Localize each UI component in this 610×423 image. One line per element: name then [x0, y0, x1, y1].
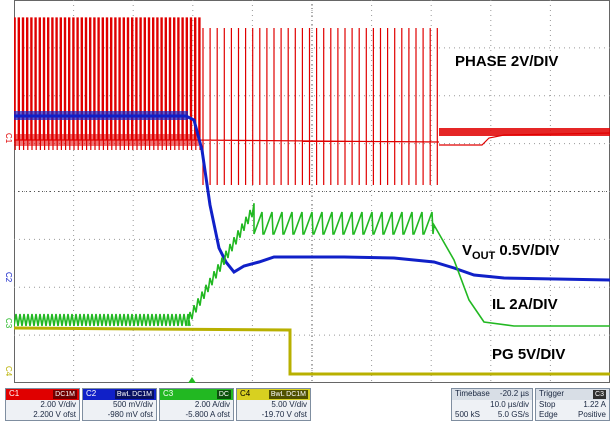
c2-vout-band — [14, 111, 188, 120]
trigger-label: Trigger — [539, 389, 565, 398]
c1-marker: C1 — [4, 133, 13, 144]
c2-vout-trace — [14, 114, 610, 282]
c4-vdiv: 5.00 V/div — [271, 400, 307, 409]
c3-vdiv: 2.00 A/div — [194, 400, 230, 409]
timebase-samples: 500 kS — [455, 410, 480, 419]
c1-tag: DC1M — [53, 390, 77, 399]
vout-label-rest: 0.5V/DIV — [495, 242, 560, 259]
channel-c3-box[interactable]: C3 DC 2.00 A/div -5.800 A ofst — [159, 388, 234, 421]
c4-pg-trace — [14, 326, 610, 376]
c3-name: C3 — [163, 389, 174, 398]
timebase-rate: 5.0 GS/s — [497, 410, 529, 419]
c2-name: C2 — [86, 389, 97, 398]
trigger-position-marker — [188, 377, 196, 383]
channel-c4-box[interactable]: C4 BwL DC1M 5.00 V/div -19.70 V ofst — [236, 388, 311, 421]
vout-label: VOUT 0.5V/DIV — [462, 242, 559, 262]
phase-label: PHASE 2V/DIV — [455, 53, 559, 70]
c1-name: C1 — [9, 389, 20, 398]
c3-marker: C3 — [4, 318, 13, 329]
timebase-delay: -20.2 µs — [499, 389, 529, 398]
c2-tag: BwL DC1M — [114, 390, 154, 399]
channel-c2-box[interactable]: C2 BwL DC1M 500 mV/div -980 mV ofst — [82, 388, 157, 421]
c3-tag: DC — [216, 390, 231, 399]
waveform-screen — [14, 0, 610, 383]
il-label: IL 2A/DIV — [492, 296, 558, 313]
c1-phase-trace — [14, 17, 610, 185]
c1-vdiv: 2.00 V/div — [40, 400, 76, 409]
trigger-mode: Stop — [539, 400, 556, 409]
vout-label-sub: OUT — [472, 250, 496, 262]
timebase-box[interactable]: Timebase -20.2 µs 10.0 µs/div 500 kS 5.0 G… — [451, 388, 533, 421]
c4-tag: BwL DC1M — [268, 390, 308, 399]
trigger-tag: C3 — [593, 390, 606, 399]
c1-offset: 2.200 V ofst — [33, 410, 76, 419]
timebase-tdiv: 10.0 µs/div — [490, 400, 529, 409]
trigger-level: 1.22 A — [583, 400, 606, 409]
channel-c1-box[interactable]: C1 DC1M 2.00 V/div 2.200 V ofst — [5, 388, 80, 421]
pg-label: PG 5V/DIV — [492, 346, 566, 363]
c3-offset: -5.800 A ofst — [185, 410, 230, 419]
waveform-traces — [14, 17, 610, 376]
c4-offset: -19.70 V ofst — [261, 410, 307, 419]
trigger-type: Edge — [539, 410, 558, 419]
timebase-label: Timebase — [455, 389, 490, 398]
status-bar: C1 DC1M 2.00 V/div 2.200 V ofst C2 BwL DC1… — [0, 385, 610, 423]
c3-il-trace — [14, 203, 610, 327]
c2-vdiv: 500 mV/div — [112, 400, 153, 409]
trigger-box[interactable]: Trigger C3 Stop 1.22 A Edge Positive — [535, 388, 610, 421]
c1-phase-band-right — [439, 128, 610, 136]
c4-marker: C4 — [4, 366, 13, 377]
c1-phase-band — [14, 134, 199, 146]
c4-name: C4 — [240, 389, 251, 398]
vout-label-main: V — [462, 242, 473, 259]
trigger-slope: Positive — [577, 410, 606, 419]
c2-offset: -980 mV ofst — [107, 410, 153, 419]
c2-marker: C2 — [4, 272, 13, 283]
